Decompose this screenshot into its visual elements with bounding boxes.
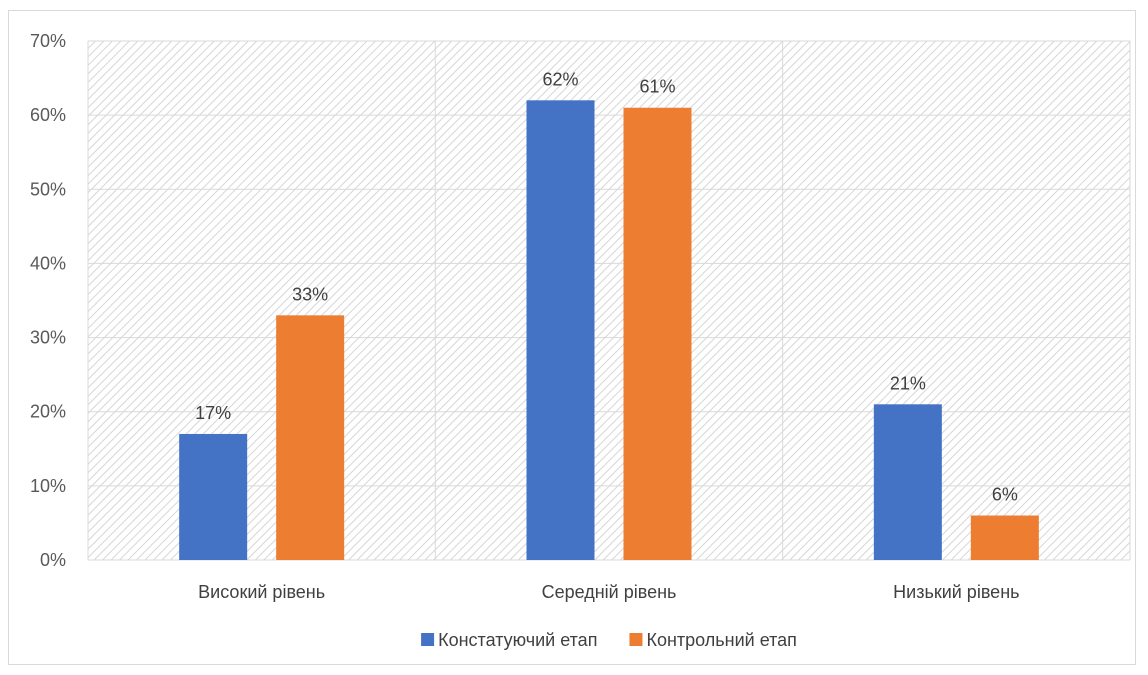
y-tick-label: 50% bbox=[30, 179, 66, 199]
bar-control bbox=[623, 107, 692, 560]
legend-swatch bbox=[629, 633, 643, 646]
y-tick-label: 70% bbox=[30, 31, 66, 51]
y-tick-label: 0% bbox=[40, 550, 66, 570]
data-label: 33% bbox=[292, 284, 328, 304]
y-tick-label: 60% bbox=[30, 105, 66, 125]
bar-control bbox=[970, 515, 1039, 560]
y-axis-ticks: 0% 10% 20% 30% 40% 50% 60% 70% bbox=[30, 31, 66, 570]
data-label: 17% bbox=[195, 403, 231, 423]
x-category-label: Середній рівень bbox=[542, 582, 677, 602]
data-label: 6% bbox=[992, 485, 1018, 505]
bar-control bbox=[276, 315, 345, 560]
plot-area bbox=[88, 41, 1130, 560]
bar-constating bbox=[179, 433, 248, 560]
bar-constating bbox=[873, 404, 942, 560]
data-label: 61% bbox=[639, 77, 675, 97]
y-tick-label: 20% bbox=[30, 402, 66, 422]
bar-constating bbox=[526, 100, 595, 561]
legend: Констатуючий етап Контрольний етап bbox=[421, 630, 797, 650]
y-tick-label: 40% bbox=[30, 253, 66, 273]
data-label: 21% bbox=[890, 373, 926, 393]
x-category-label: Високий рівень bbox=[198, 582, 325, 602]
legend-item: Контрольний етап bbox=[629, 630, 797, 650]
y-tick-label: 30% bbox=[30, 328, 66, 348]
legend-label: Констатуючий етап bbox=[438, 630, 597, 650]
legend-item: Констатуючий етап bbox=[421, 630, 597, 650]
x-category-label: Низький рівень bbox=[893, 582, 1019, 602]
legend-label: Контрольний етап bbox=[646, 630, 796, 650]
bars bbox=[179, 100, 1039, 561]
y-tick-label: 10% bbox=[30, 476, 66, 496]
x-axis-categories: Високий рівень Середній рівень Низький рів… bbox=[198, 582, 1019, 602]
data-label: 62% bbox=[542, 69, 578, 89]
legend-swatch bbox=[421, 633, 435, 646]
gridlines bbox=[87, 40, 1131, 561]
data-labels: 17% 33% 62% 61% 21% 6% bbox=[195, 69, 1018, 504]
